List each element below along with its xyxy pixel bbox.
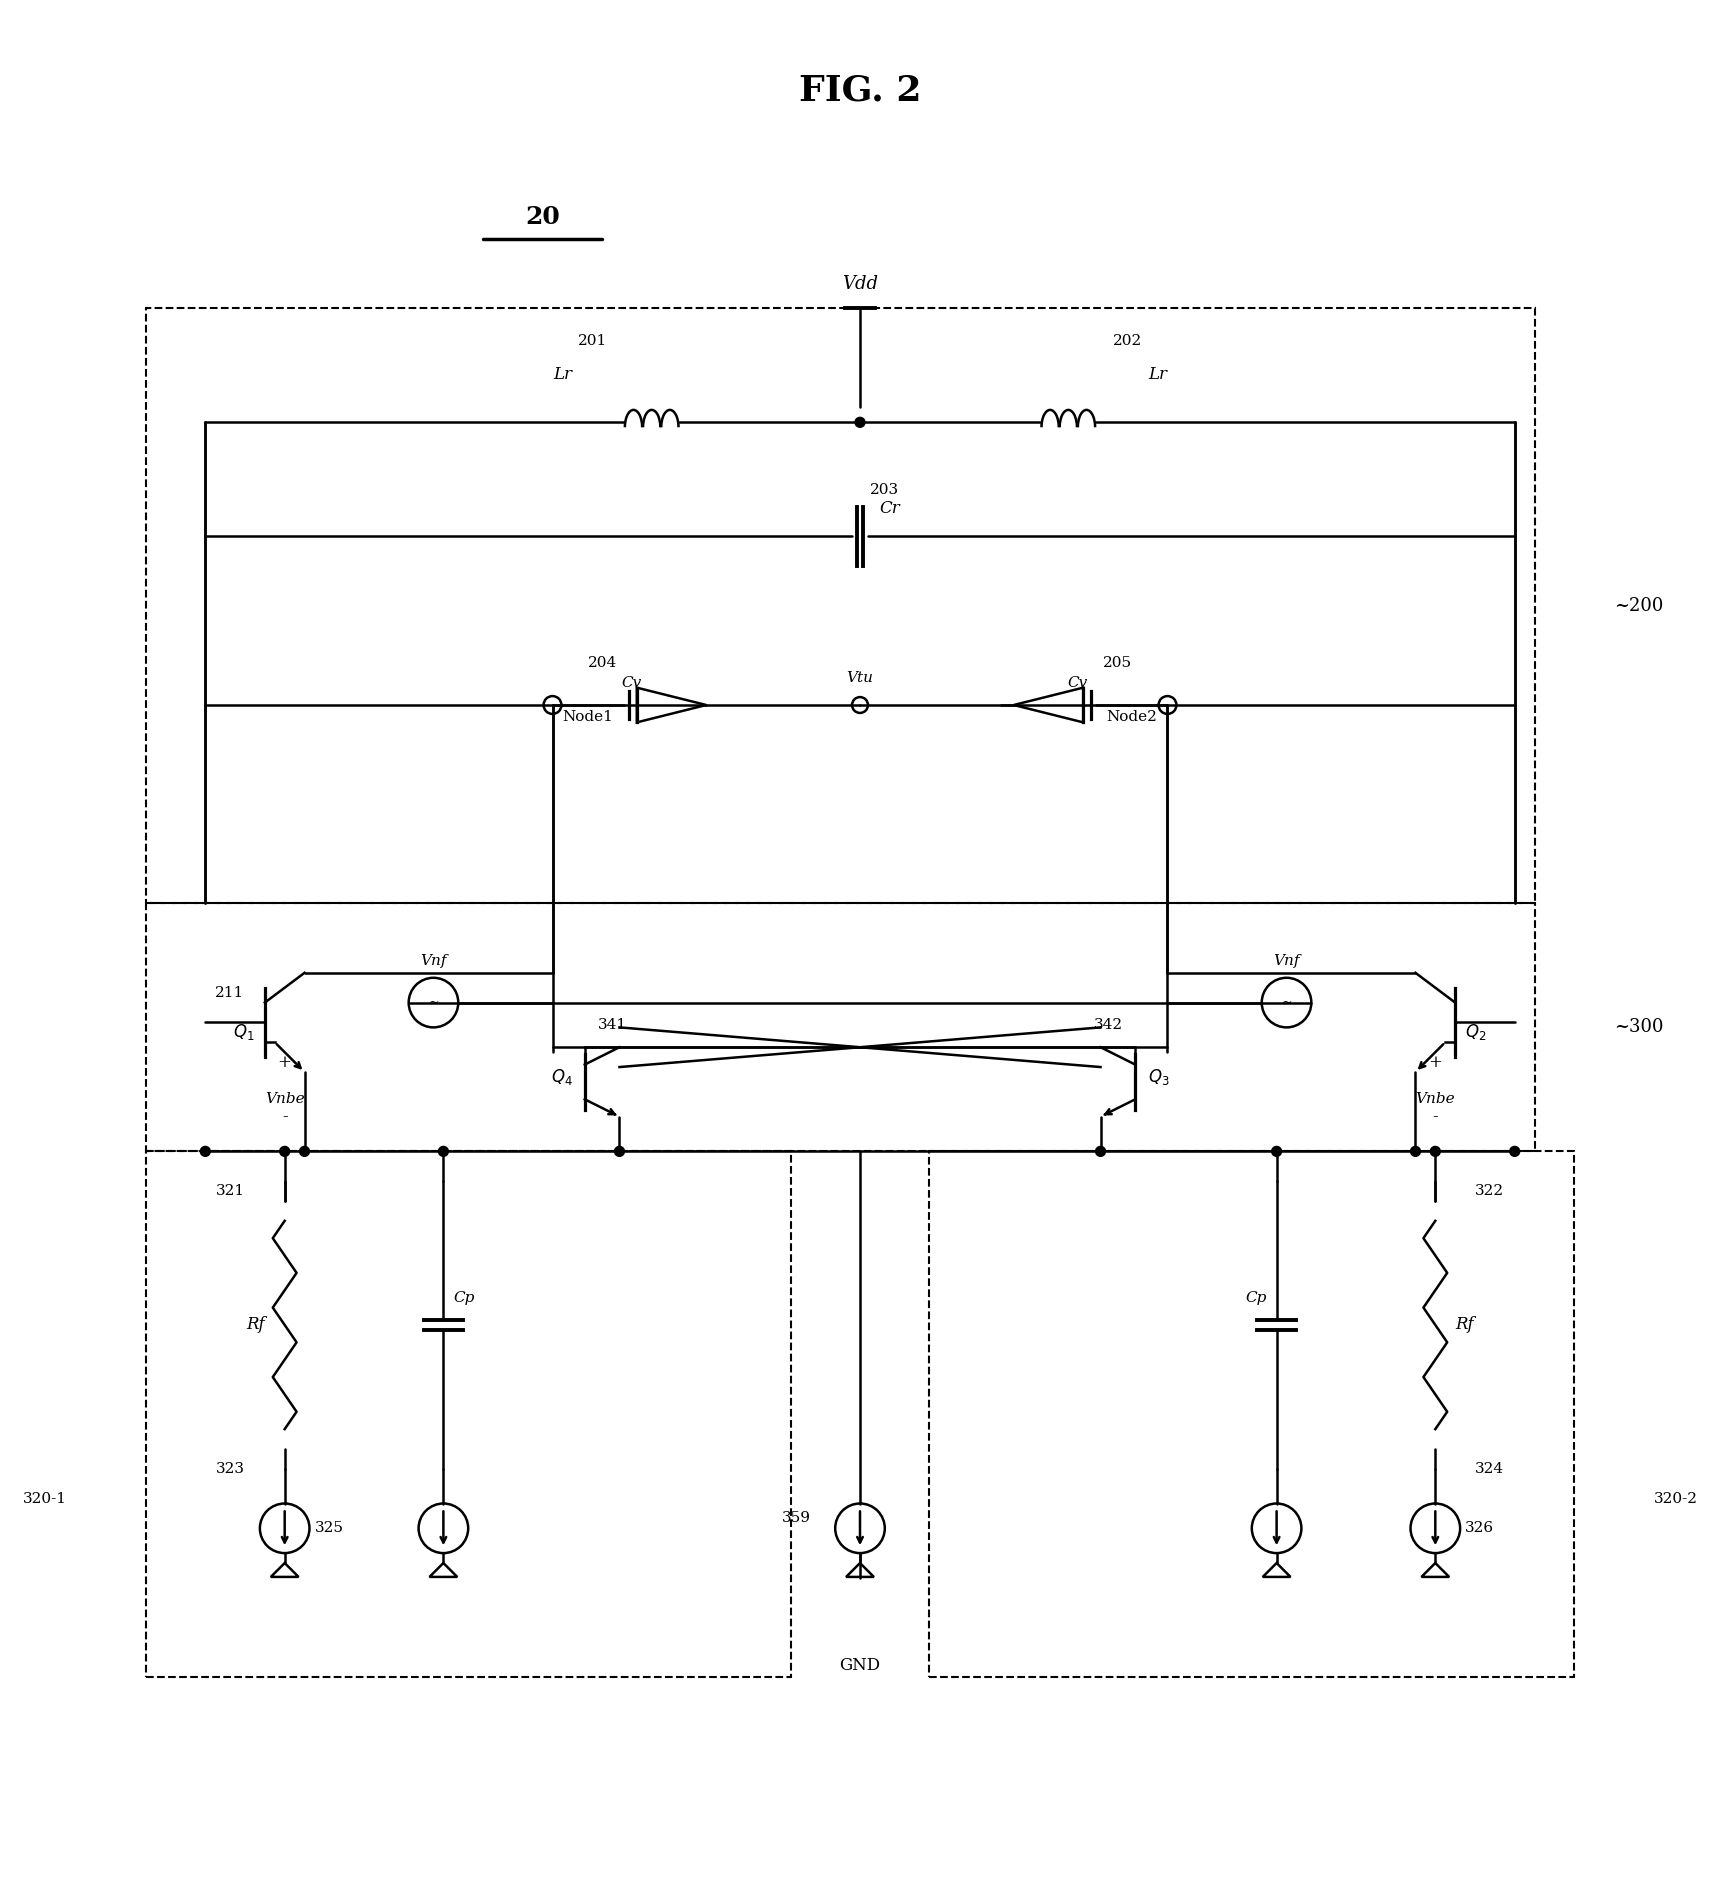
Text: 320-2: 320-2 [1653, 1492, 1698, 1505]
Text: Vnbe: Vnbe [1416, 1092, 1455, 1106]
Text: FIG. 2: FIG. 2 [798, 72, 922, 107]
Text: Node2: Node2 [1106, 710, 1158, 723]
Text: 359: 359 [781, 1511, 810, 1526]
Circle shape [1096, 1146, 1106, 1157]
Circle shape [1410, 1146, 1421, 1157]
Circle shape [614, 1146, 624, 1157]
Text: Cr: Cr [881, 500, 901, 516]
Text: Rf: Rf [246, 1317, 265, 1334]
Circle shape [280, 1146, 289, 1157]
Bar [929, 1151, 1574, 1677]
Text: 320-1: 320-1 [22, 1492, 67, 1505]
Text: Vnf: Vnf [420, 953, 447, 969]
Text: Node1: Node1 [562, 710, 614, 723]
Bar [146, 1151, 791, 1677]
Text: 204: 204 [588, 657, 617, 670]
Text: 202: 202 [1113, 333, 1142, 348]
Text: 323: 323 [217, 1462, 244, 1477]
Text: 322: 322 [1476, 1184, 1503, 1199]
Text: GND: GND [839, 1658, 881, 1675]
Text: 325: 325 [315, 1520, 344, 1536]
Text: Cv: Cv [1068, 676, 1089, 691]
Text: ~200: ~200 [1613, 598, 1663, 615]
Text: Cv: Cv [621, 676, 642, 691]
Text: 321: 321 [217, 1184, 244, 1199]
Text: -: - [1433, 1108, 1438, 1125]
Text: -: - [282, 1108, 287, 1125]
Text: 203: 203 [870, 483, 900, 497]
Text: $Q_4$: $Q_4$ [550, 1068, 573, 1087]
Bar [146, 308, 1534, 904]
Text: 20: 20 [525, 206, 561, 228]
Text: 341: 341 [597, 1018, 626, 1031]
Text: +: + [277, 1054, 292, 1071]
Text: Vnbe: Vnbe [265, 1092, 304, 1106]
Circle shape [855, 417, 865, 428]
Text: ~: ~ [1281, 995, 1292, 1009]
Text: ~: ~ [428, 995, 439, 1009]
Text: 201: 201 [578, 333, 607, 348]
Bar [146, 904, 1534, 1151]
Circle shape [439, 1146, 449, 1157]
Text: Cp: Cp [1245, 1290, 1266, 1305]
Text: ~300: ~300 [1613, 1018, 1663, 1037]
Text: 342: 342 [1094, 1018, 1123, 1031]
Text: $Q_3$: $Q_3$ [1147, 1068, 1170, 1087]
Text: $Q_1$: $Q_1$ [234, 1022, 255, 1043]
Circle shape [299, 1146, 310, 1157]
Text: 324: 324 [1476, 1462, 1503, 1477]
Circle shape [1431, 1146, 1440, 1157]
Text: 326: 326 [1465, 1520, 1495, 1536]
Text: Vnf: Vnf [1273, 953, 1300, 969]
Circle shape [1510, 1146, 1520, 1157]
Text: Lr: Lr [1147, 365, 1168, 383]
Text: Vtu: Vtu [846, 672, 874, 685]
Text: 211: 211 [215, 986, 244, 999]
Text: Cp: Cp [454, 1290, 475, 1305]
Circle shape [200, 1146, 210, 1157]
Text: Lr: Lr [552, 365, 573, 383]
Text: $Q_2$: $Q_2$ [1465, 1022, 1486, 1043]
Circle shape [1271, 1146, 1281, 1157]
Text: Rf: Rf [1455, 1317, 1474, 1334]
Text: Vdd: Vdd [843, 276, 877, 293]
Text: 205: 205 [1103, 657, 1132, 670]
Text: +: + [1428, 1054, 1443, 1071]
